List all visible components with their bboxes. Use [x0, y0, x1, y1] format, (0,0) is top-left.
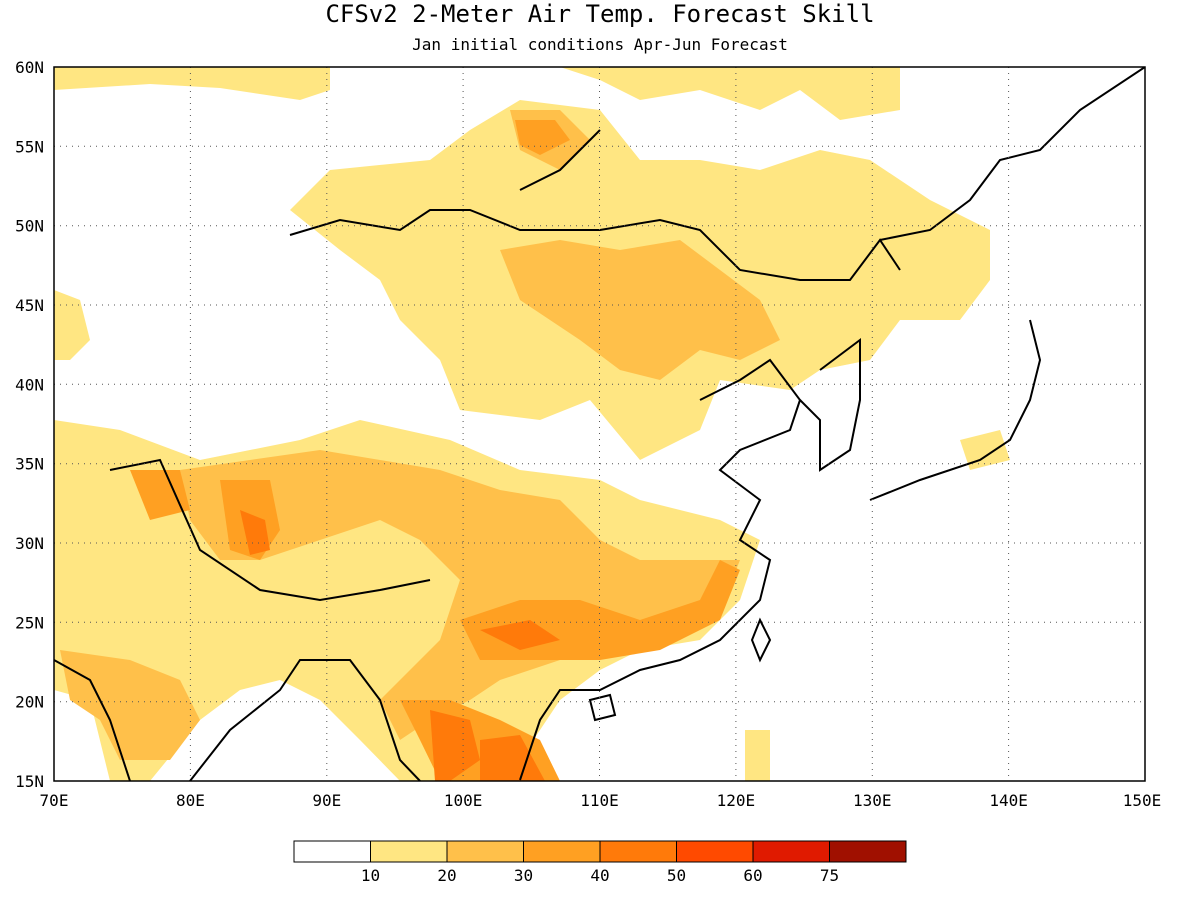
map-plot-area: 70E 80E 90E 100E 110E 120E 130E 140E 150…	[15, 58, 1161, 810]
figure-title: CFSv2 2-Meter Air Temp. Forecast Skill	[325, 0, 874, 28]
lat-tick-label: 35N	[15, 455, 44, 474]
color-legend: 10 20 30 40 50 60 75	[293, 840, 907, 885]
gridlines	[54, 67, 1145, 781]
skill-region-thailand	[430, 710, 480, 781]
legend-label: 30	[514, 866, 533, 885]
legend-label: 10	[361, 866, 380, 885]
legend-swatch	[599, 840, 677, 863]
legend-swatch	[370, 840, 448, 863]
lat-tick-label: 50N	[15, 217, 44, 236]
lat-tick-label: 45N	[15, 296, 44, 315]
lat-tick-label: 15N	[15, 772, 44, 791]
skill-region-tibet-west	[130, 470, 190, 520]
lon-tick-label: 80E	[176, 791, 205, 810]
skill-region-japan	[960, 430, 1010, 470]
border-himalaya	[109, 458, 431, 602]
skill-shading	[54, 67, 1010, 781]
legend-label: 50	[667, 866, 686, 885]
coastline-india	[54, 659, 131, 781]
skill-region-taiwan	[745, 730, 770, 781]
coastline-russia-east	[879, 67, 1145, 241]
skill-contours-40-50	[240, 510, 560, 781]
border-mongolia	[289, 209, 901, 281]
legend-swatch	[752, 840, 830, 863]
skill-region-north	[54, 67, 330, 100]
legend-swatch	[676, 840, 754, 863]
skill-region-northeast	[560, 67, 900, 120]
skill-region-tibet-peak	[240, 510, 270, 555]
skill-region-west	[54, 290, 90, 360]
hainan-island	[588, 693, 617, 722]
lon-tick-label: 130E	[853, 791, 892, 810]
skill-region-mongolia-core	[500, 240, 780, 380]
coastline-korea	[799, 338, 861, 472]
legend-swatch	[829, 840, 907, 863]
lon-axis-labels: 70E 80E 90E 100E 110E 120E 130E 140E 150…	[40, 791, 1162, 810]
skill-region-guangxi	[480, 620, 560, 650]
lon-tick-label: 140E	[989, 791, 1028, 810]
legend-label: 40	[590, 866, 609, 885]
legend-swatch	[293, 840, 371, 863]
coastlines	[54, 67, 1145, 781]
lon-tick-label: 120E	[717, 791, 756, 810]
taiwan-island	[750, 617, 772, 663]
lat-tick-label: 60N	[15, 58, 44, 77]
legend-label: 20	[437, 866, 456, 885]
skill-region-laos	[480, 735, 545, 781]
lon-tick-label: 90E	[312, 791, 341, 810]
coastline-japan	[869, 319, 1042, 501]
coastline-bay-bengal	[189, 659, 421, 781]
lat-tick-label: 30N	[15, 534, 44, 553]
lat-tick-label: 55N	[15, 137, 44, 156]
skill-region-tibet-core	[180, 450, 740, 740]
figure-subtitle: Jan initial conditions Apr-Jun Forecast	[412, 35, 788, 54]
legend-swatch	[446, 840, 524, 863]
legend-label: 60	[743, 866, 762, 885]
lat-axis-labels: 15N 20N 25N 30N 35N 40N 45N 50N 55N 60N	[15, 58, 44, 791]
lat-tick-label: 20N	[15, 693, 44, 712]
lat-tick-label: 40N	[15, 375, 44, 394]
legend-swatch	[523, 840, 601, 863]
lon-tick-label: 110E	[580, 791, 619, 810]
lat-tick-label: 25N	[15, 613, 44, 632]
lon-tick-label: 150E	[1123, 791, 1162, 810]
skill-region-india	[60, 650, 200, 760]
lake-baikal	[519, 129, 601, 191]
lon-tick-label: 70E	[40, 791, 69, 810]
legend-label: 75	[820, 866, 839, 885]
map-frame	[53, 66, 1146, 782]
coastline-china-east	[519, 358, 802, 781]
lon-tick-label: 100E	[444, 791, 483, 810]
